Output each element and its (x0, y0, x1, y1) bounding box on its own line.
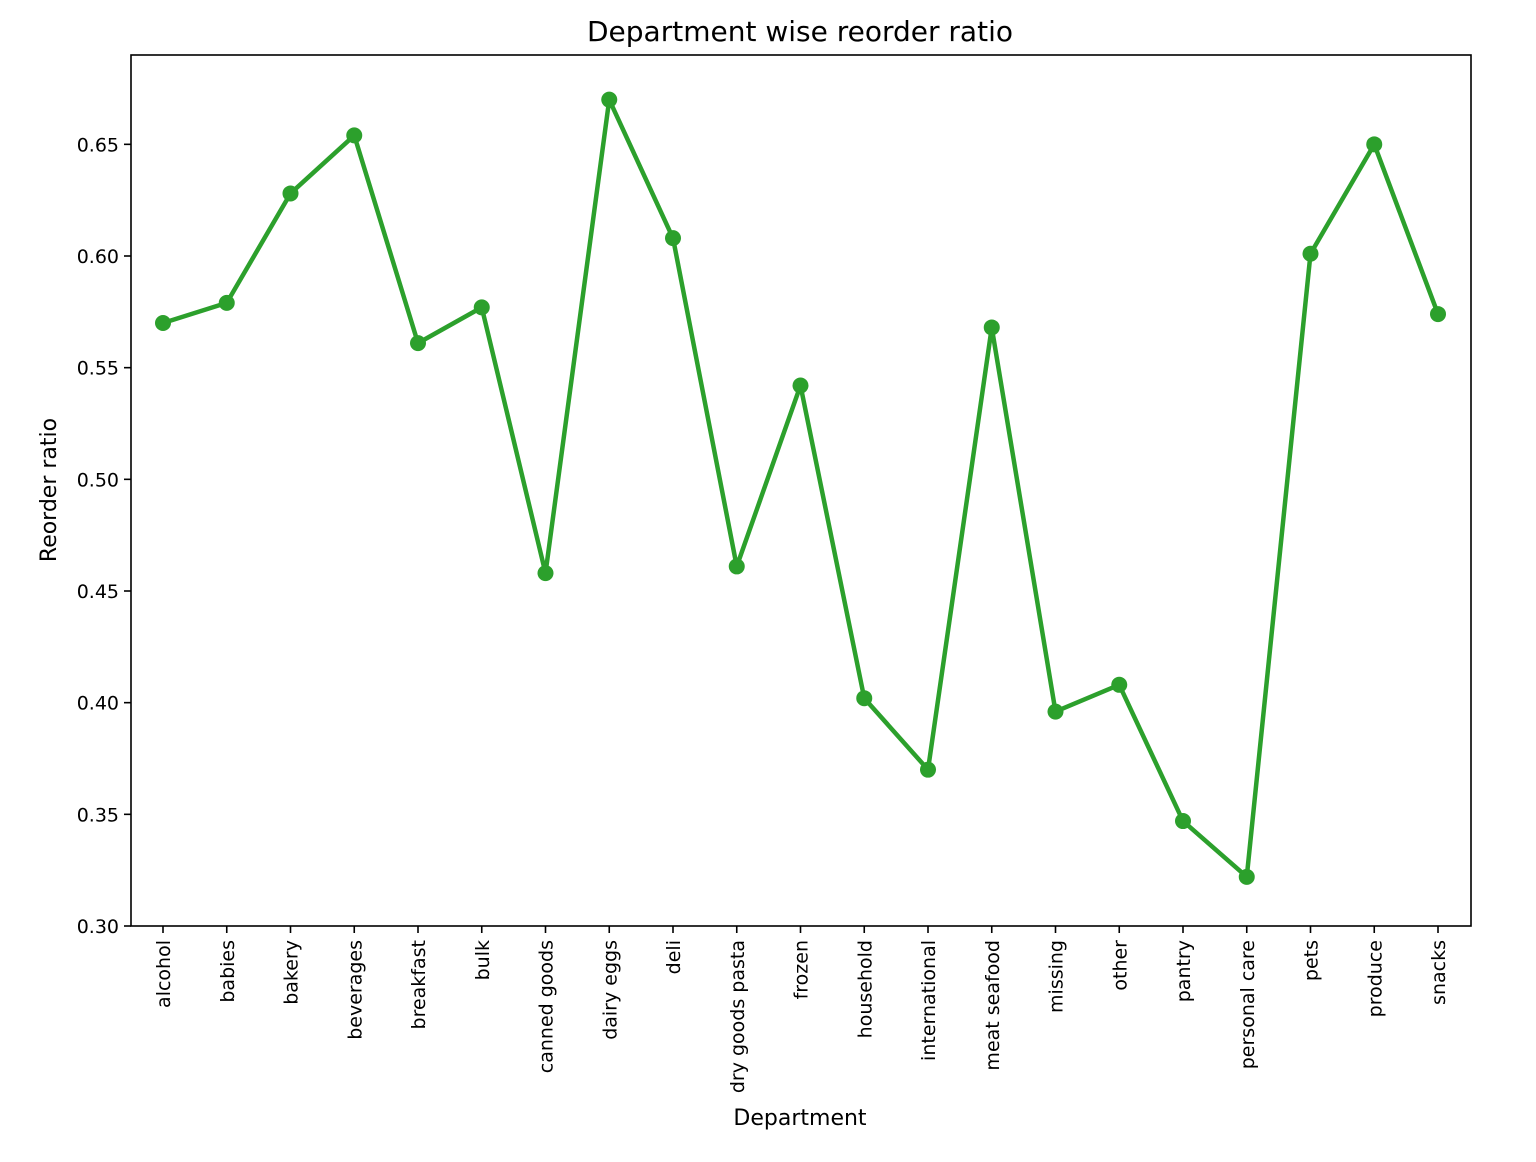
data-point (1430, 306, 1446, 323)
plot-frame (130, 54, 1472, 927)
x-tick-label: bakery (281, 940, 303, 1005)
x-tick-label: alcohol (153, 940, 175, 1008)
x-tick-label: dry goods pasta (727, 940, 749, 1093)
chart-title: Department wise reorder ratio (587, 15, 1013, 48)
y-tick-label: 0.60 (77, 246, 119, 268)
data-point (537, 565, 554, 582)
x-axis-label: Department (733, 1106, 867, 1131)
x-tick-label: household (854, 940, 876, 1038)
x-tick-label: meat seafood (982, 940, 1004, 1071)
data-point (155, 315, 171, 331)
y-tick-label: 0.55 (77, 358, 119, 380)
y-tick-label: 0.30 (77, 916, 119, 938)
y-axis-label: Reorder ratio (37, 418, 62, 562)
x-tick-label: deli (663, 940, 685, 974)
data-point (282, 185, 299, 202)
data-point (1111, 676, 1128, 693)
plot-area: 0.30 0.35 0.40 0.45 0.50 0.55 0.60 0.65 alcohol b… (77, 54, 1472, 1093)
data-point (1238, 868, 1255, 885)
x-tick-label: dairy eggs (599, 940, 621, 1040)
data-point (346, 127, 363, 144)
data-point (728, 558, 745, 575)
x-tick-label: pantry (1173, 940, 1195, 1002)
x-tick-label: babies (217, 940, 239, 1003)
x-tick-label: personal care (1237, 940, 1259, 1069)
data-point (1302, 245, 1319, 262)
data-point (410, 335, 426, 352)
x-tick-label: missing (1046, 940, 1068, 1013)
data-point (920, 761, 936, 778)
x-tick-label: beverages (344, 940, 366, 1040)
x-tick-label: pets (1301, 940, 1323, 981)
x-tick-label: international (918, 940, 940, 1061)
data-point (1366, 136, 1383, 153)
x-tick-label: produce (1364, 940, 1386, 1017)
data-point (218, 294, 235, 311)
data-point (1047, 703, 1064, 720)
data-point (601, 91, 618, 108)
y-tick-label: 0.40 (77, 693, 119, 715)
x-tick-label: frozen (791, 940, 813, 999)
series-line (160, 97, 1441, 880)
y-tick-label: 0.35 (77, 804, 119, 826)
x-tick-label: bulk (472, 940, 494, 980)
data-point (473, 299, 490, 316)
data-point (1175, 813, 1191, 830)
data-point (792, 377, 809, 394)
x-tick-label: snacks (1428, 940, 1450, 1005)
y-tick-label: 0.45 (77, 581, 119, 603)
x-tick-label: other (1109, 940, 1131, 991)
data-point (856, 690, 873, 707)
x-tick-label: breakfast (408, 940, 430, 1029)
x-tick-label: canned goods (536, 940, 558, 1073)
data-point (665, 230, 681, 247)
y-tick-label: 0.65 (77, 134, 119, 156)
y-tick-label: 0.50 (77, 469, 119, 491)
data-point (983, 319, 1000, 336)
